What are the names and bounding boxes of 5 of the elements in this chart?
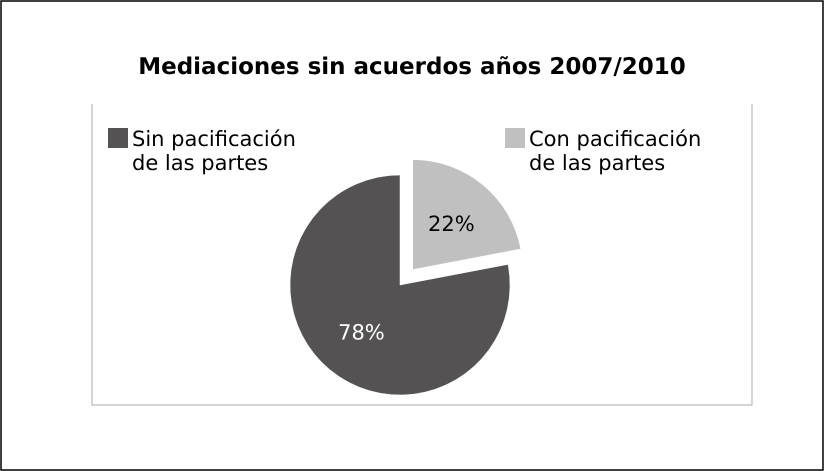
- data-label: 78%: [338, 320, 385, 345]
- data-label: 22%: [428, 212, 475, 236]
- legend-label: Con pacificación de las partes: [529, 127, 702, 175]
- legend-label: Sin pacificación de las partes: [132, 127, 296, 175]
- chart-title: Mediaciones sin acuerdos años 2007/2010: [138, 54, 686, 80]
